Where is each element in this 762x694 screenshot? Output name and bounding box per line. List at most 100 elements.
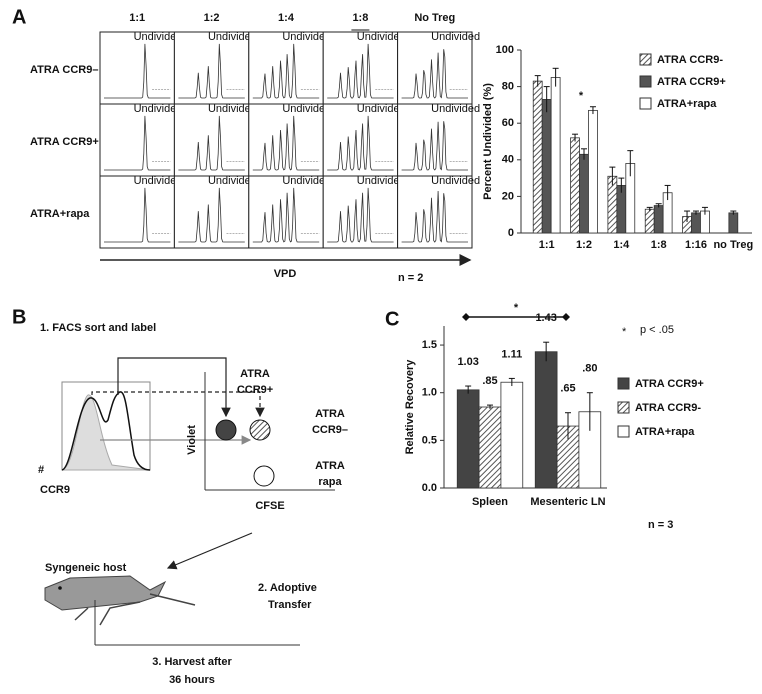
legend-swatch: [639, 53, 652, 66]
y-tick-label: 100: [496, 44, 514, 56]
step-label: 3. Harvest after: [152, 656, 232, 668]
hist-y-label: #: [38, 464, 44, 476]
histogram: [104, 187, 171, 243]
flow-cell: [99, 103, 175, 177]
cell-label: Undivided: [357, 31, 406, 43]
flow-cell: [99, 175, 175, 249]
x-tick-label: Spleen: [472, 496, 508, 508]
histogram: [178, 187, 245, 243]
legend-label: ATRA+rapa: [635, 426, 695, 438]
cell-label: Undivided: [208, 31, 257, 43]
y-axis-label: Relative Recovery: [404, 359, 416, 455]
hist-x-label: CCR9: [40, 484, 70, 496]
data-label: 1.43: [535, 312, 556, 324]
x-axis-label: VPD: [274, 268, 297, 280]
data-label: .65: [560, 383, 575, 395]
row-label: ATRA CCR9+: [30, 136, 99, 148]
bar: [456, 389, 480, 489]
flow-cell: [99, 31, 175, 105]
population-label: rapa: [318, 476, 342, 488]
x-tick-label: Mesenteric LN: [530, 496, 605, 508]
population-label: ATRA: [315, 460, 345, 472]
legend-label: ATRA CCR9+: [657, 76, 726, 88]
y-tick-label: 0.0: [422, 482, 437, 494]
row-label: ATRA CCR9–: [30, 64, 98, 76]
axis-label: CFSE: [255, 500, 284, 512]
annotation: n = 3: [648, 519, 673, 531]
cell-label: Undivided: [208, 103, 257, 115]
cell-label: Undivided: [134, 103, 183, 115]
host-label: Syngeneic host: [45, 562, 127, 574]
histogram: [327, 43, 394, 99]
column-header: 1:1: [129, 12, 145, 24]
cell-label: Undivided: [134, 31, 183, 43]
flow-cell: [397, 31, 473, 105]
histogram: [401, 190, 468, 243]
step-label: 1. FACS sort and label: [40, 322, 156, 334]
bar: [534, 351, 558, 489]
population-label: CCR9–: [312, 424, 348, 436]
flow-cell: [397, 175, 473, 249]
row-label: ATRA+rapa: [30, 208, 90, 220]
cell-label: Undivided: [357, 175, 406, 187]
flow-cell: [248, 103, 324, 177]
legend-swatch: [639, 75, 652, 88]
y-tick-label: 1.5: [422, 339, 437, 351]
step-label: 2. Adoptive: [258, 582, 317, 594]
histogram: [252, 43, 320, 99]
legend-label: ATRA CCR9-: [635, 402, 701, 414]
sort-arrow: [91, 391, 265, 418]
legend-swatch: [617, 377, 630, 390]
cell-label: Undivided: [357, 103, 406, 115]
bar: [644, 208, 655, 234]
histogram: [327, 115, 394, 171]
histogram-fill: [61, 394, 151, 471]
population-dot: [215, 419, 237, 441]
histogram: [401, 121, 468, 171]
x-tick-label: 1:1: [539, 239, 555, 251]
histogram: [104, 115, 171, 171]
mouse: [44, 575, 167, 611]
population-dot: [249, 419, 271, 441]
annotation: *: [622, 326, 627, 338]
flow-cell: [173, 175, 250, 249]
panel-label: A: [12, 6, 26, 28]
y-tick-label: 60: [502, 117, 514, 129]
flow-cell: [248, 175, 324, 249]
y-tick-label: 20: [502, 190, 514, 202]
histogram: [401, 49, 468, 99]
legend-swatch: [617, 425, 630, 438]
data-label: 1.11: [501, 348, 522, 360]
x-tick-label: no Treg: [713, 239, 753, 251]
bar: [478, 406, 502, 489]
histogram: [252, 115, 320, 171]
note: n = 2: [398, 272, 423, 284]
histogram: [178, 115, 245, 171]
histogram: [252, 187, 320, 243]
column-header: No Treg: [414, 12, 455, 24]
bar: [588, 109, 598, 234]
cell-label: Undivided: [431, 31, 480, 43]
bar: [500, 381, 524, 489]
cell-label: Undivided: [208, 175, 257, 187]
flow-grid: Undivided Undivided Undivided Undivided Undi…: [99, 31, 480, 249]
legend-swatch: [639, 97, 652, 110]
x-tick-label: 1:16: [685, 239, 707, 251]
legend-label: ATRA CCR9+: [635, 378, 704, 390]
step-label: Transfer: [268, 599, 312, 611]
cell-label: Undivided: [282, 103, 331, 115]
histogram: [104, 43, 171, 99]
data-label: 1.03: [457, 356, 478, 368]
cell-label: Undivided: [134, 175, 183, 187]
data-label: .80: [582, 363, 597, 375]
column-header: 1:4: [278, 12, 295, 24]
cell-label: Undivided: [282, 175, 331, 187]
bar: [532, 80, 543, 234]
bar: [550, 77, 561, 234]
bar: [570, 137, 580, 234]
population-label: CCR9+: [237, 384, 273, 396]
cell-label: Undivided: [431, 175, 480, 187]
x-tick-label: 1:8: [651, 239, 667, 251]
y-axis-label: Percent Undivided (%): [482, 83, 494, 200]
